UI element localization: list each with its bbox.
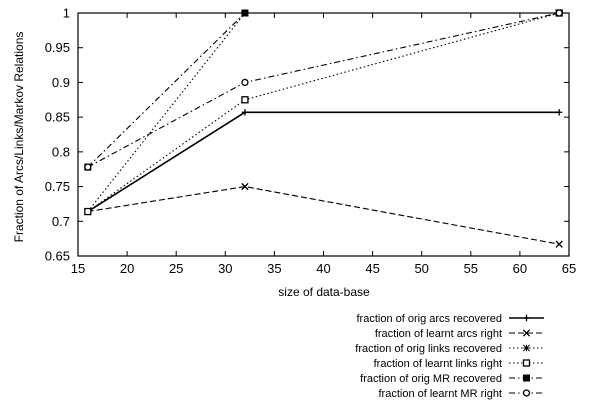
legend-marker-2-shape — [522, 329, 531, 337]
series-1-point-2 — [241, 109, 249, 116]
legend-marker-6 — [522, 389, 531, 397]
y-axis-title: Fraction of Arcs/Links/Markov Relations — [12, 32, 26, 243]
series-6-point-1-shape — [84, 163, 92, 171]
x-tick-label-8: 55 — [464, 261, 478, 276]
series-1-point-3-shape — [555, 109, 563, 116]
legend-marker-2 — [522, 329, 531, 337]
x-tick-label-2: 25 — [169, 261, 183, 276]
series-4-point-2 — [241, 96, 249, 104]
legend-marker-6-shape — [522, 389, 531, 397]
y-tick-label-0: 0.65 — [45, 249, 70, 264]
legend-marker-5-shape — [523, 374, 530, 382]
legend-label-5: fraction of orig MR recovered — [360, 373, 502, 385]
y-tick-label-4: 0.85 — [45, 110, 70, 125]
series-4-point-1-shape — [84, 207, 92, 216]
legend: fraction of orig arcs recovered fraction … — [355, 313, 544, 400]
legend-label-2: fraction of learnt arcs right — [375, 328, 502, 340]
x-tick-label-7: 50 — [414, 261, 428, 276]
y-tick-label-3: 0.8 — [52, 144, 70, 159]
x-tick-label-10: 65 — [562, 261, 576, 276]
legend-marker-3-shape — [522, 344, 531, 352]
legend-label-4: fraction of learnt links right — [374, 358, 502, 370]
x-tick-label-6: 45 — [365, 261, 379, 276]
legend-label-3: fraction of orig links recovered — [355, 343, 502, 355]
series-4-point-2-shape — [241, 96, 249, 104]
series-6-point-3-shape — [555, 9, 563, 17]
x-tick-label-5: 40 — [316, 261, 330, 276]
y-tick-label-2: 0.75 — [45, 179, 70, 194]
series-6-point-1 — [84, 163, 92, 171]
x-axis-title: size of data-base — [278, 285, 370, 299]
y-tick-label-6: 0.95 — [45, 40, 70, 55]
legend-label-6: fraction of learnt MR right — [379, 388, 503, 400]
series-2-point-3 — [555, 240, 563, 248]
legend-marker-4 — [522, 359, 531, 367]
x-tick-label-9: 60 — [513, 261, 527, 276]
legend-marker-4-shape — [522, 359, 531, 367]
series-1-point-3 — [555, 109, 563, 116]
series-2-point-2-shape — [241, 182, 249, 191]
series-4-point-1 — [84, 207, 92, 216]
series-line-5 — [87, 12, 246, 168]
series-6-point-3 — [555, 9, 563, 17]
plot-area: 15 20 25 30 35 40 45 50 55 60 65 0.65 0.7 0.75 0.8 0.85… — [45, 6, 577, 277]
series-6-point-2-shape — [241, 78, 249, 87]
x-tick-label-1: 20 — [120, 261, 134, 276]
legend-marker-5 — [523, 374, 530, 382]
legend-label-1: fraction of orig arcs recovered — [356, 313, 502, 325]
x-tick-label-0: 15 — [71, 261, 85, 276]
series-2-point-3-shape — [555, 240, 563, 248]
x-tick-label-4: 35 — [267, 261, 281, 276]
series-1-point-2-shape — [241, 109, 249, 116]
legend-marker-3 — [522, 344, 531, 352]
series-5-point-2-shape — [241, 9, 249, 17]
y-tick-label-1: 0.7 — [52, 214, 70, 229]
series-line-2 — [87, 186, 560, 245]
x-tick-label-3: 30 — [218, 261, 232, 276]
legend-marker-1-shape — [523, 314, 530, 322]
y-tick-label-5: 0.9 — [52, 75, 70, 90]
series-2-point-2 — [241, 182, 249, 191]
series-5-point-2 — [241, 9, 249, 17]
y-tick-label-7: 1 — [63, 6, 70, 21]
series-6-point-2 — [241, 78, 249, 87]
legend-marker-1 — [523, 314, 530, 322]
